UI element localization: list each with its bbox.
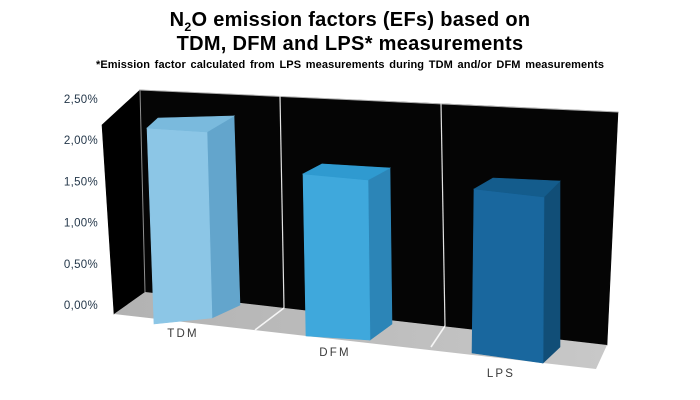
title-subscript-2: 2 (184, 20, 192, 34)
chart-subtitle: *Emission factor calculated from LPS mea… (95, 59, 605, 71)
chart-header: N2O emission factors (EFs) based on TDM,… (0, 8, 700, 71)
bar-lps-top (473, 177, 561, 198)
floor-separator-1 (254, 307, 285, 331)
title-rest-part: O emission factors (EFs) based on (191, 9, 531, 31)
chart-title-line2: TDM, DFM and LPS* measurements (176, 33, 524, 55)
y-axis-tick-0-50-: 0,50% (64, 259, 98, 271)
wall-separator-2 (440, 102, 446, 327)
wall-top-edge (139, 89, 619, 113)
bar-dfm-top (301, 163, 392, 181)
bar-dfm-side (367, 167, 393, 341)
bar-tdm-front (146, 127, 213, 325)
y-axis-tick-1-50-: 1,50% (64, 176, 98, 188)
bar-lps-side (542, 180, 561, 364)
bar-lps-front (471, 188, 545, 364)
left-wall (101, 89, 146, 315)
chart-title-line1: N2O emission factors (EFs) based on (0, 8, 700, 34)
y-axis-tick-0-00-: 0,00% (64, 300, 98, 312)
y-axis-tick-2-50-: 2,50% (64, 94, 98, 106)
y-axis-tick-1-00-: 1,00% (64, 218, 98, 230)
title-n-part: N (169, 9, 185, 31)
bar-tdm-top (146, 115, 236, 133)
category-label-tdm: TDM (167, 328, 199, 340)
wall-corner-edge (139, 89, 146, 293)
y-axis-tick-2-00-: 2,00% (64, 135, 98, 147)
bar-tdm-side (206, 115, 241, 319)
bar-dfm-front (302, 173, 371, 341)
wall-separator-1 (279, 95, 285, 309)
category-label-lps: LPS (487, 368, 515, 380)
floor-separator-2 (430, 325, 446, 348)
category-label-dfm: DFM (319, 347, 351, 359)
